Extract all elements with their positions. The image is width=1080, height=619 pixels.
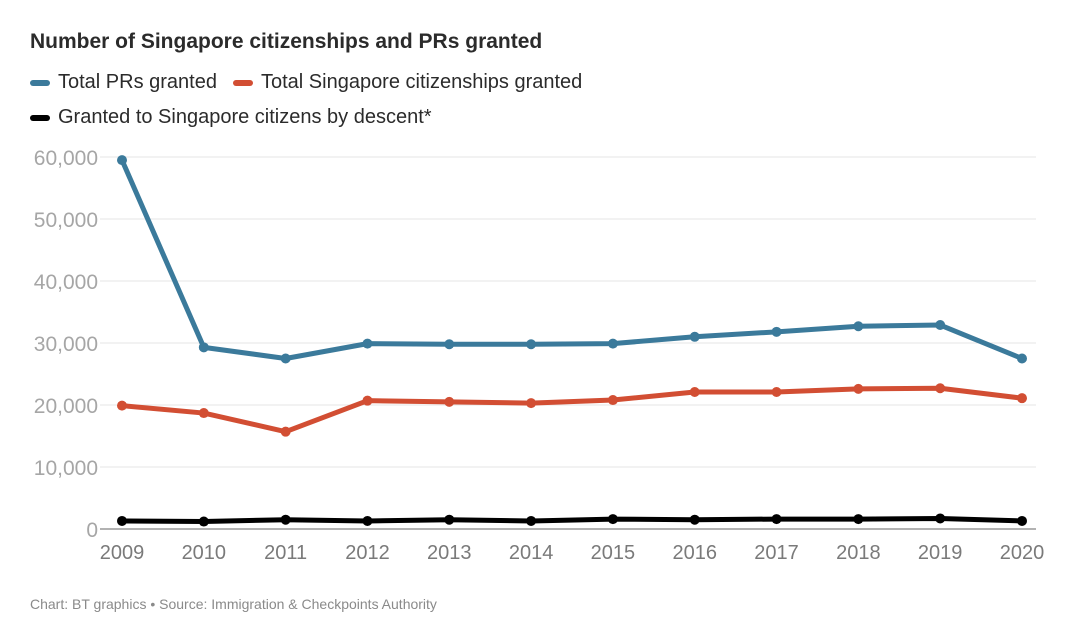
data-point (526, 398, 537, 409)
data-point (117, 515, 127, 526)
x-tick-label: 2014 (509, 542, 554, 564)
data-point (117, 155, 127, 166)
data-point (198, 516, 209, 527)
x-tick-label: 2012 (345, 542, 390, 564)
data-point (935, 320, 946, 331)
y-tick-label: 0 (86, 519, 98, 542)
legend-label-prs: Total PRs granted (58, 71, 217, 93)
legend-swatch-descent (30, 114, 50, 121)
data-point (689, 386, 700, 397)
data-point (280, 514, 291, 525)
legend-label-citizenships: Total Singapore citizenships granted (260, 71, 583, 93)
data-point (198, 342, 209, 353)
x-tick-label: 2009 (100, 542, 145, 564)
x-tick-label: 2013 (427, 542, 472, 564)
data-point (771, 326, 782, 337)
data-point (198, 408, 209, 419)
data-point (689, 514, 700, 525)
data-point (117, 400, 127, 411)
chart-title: Number of Singapore citizenships and PRs… (30, 30, 543, 53)
legend-label-descent: Granted to Singapore citizens by descent… (58, 106, 432, 128)
data-point (526, 515, 537, 526)
legend-row-2: Granted to Singapore citizens by descent… (30, 106, 448, 129)
legend-swatch-citizenships (232, 79, 253, 86)
data-point (607, 395, 618, 406)
y-tick-label: 40,000 (34, 271, 98, 294)
data-point (771, 386, 782, 397)
x-tick-label: 2011 (264, 542, 307, 564)
data-point (526, 339, 537, 350)
x-tick-label: 2020 (1000, 542, 1045, 564)
legend-row-1: Total PRs granted Total Singapore citize… (30, 71, 598, 94)
y-tick-label: 60,000 (34, 147, 98, 170)
data-point (853, 321, 864, 332)
data-point (607, 338, 618, 349)
data-point (444, 514, 455, 525)
x-tick-label: 2018 (836, 542, 881, 564)
y-tick-label: 10,000 (34, 457, 98, 480)
data-point (280, 353, 291, 364)
series-line (119, 515, 1025, 525)
y-tick-label: 20,000 (34, 395, 98, 418)
x-tick-label: 2017 (754, 542, 799, 564)
data-point (853, 383, 864, 394)
legend-item-citizenships: Total Singapore citizenships granted (232, 71, 583, 94)
data-point (362, 515, 373, 526)
data-point (444, 396, 455, 407)
series-line (119, 157, 1025, 361)
data-point (935, 383, 946, 394)
legend-swatch-prs (30, 79, 50, 86)
y-tick-label: 50,000 (34, 209, 98, 232)
x-tick-label: 2015 (591, 542, 636, 564)
data-point (362, 338, 373, 349)
data-point (853, 514, 864, 525)
x-tick-label: 2019 (918, 542, 963, 564)
chart-footer: Chart: BT graphics • Source: Immigration… (30, 596, 437, 612)
x-tick-label: 2010 (182, 542, 227, 564)
y-tick-label: 30,000 (34, 333, 98, 356)
legend-item-descent: Granted to Singapore citizens by descent… (30, 106, 432, 129)
data-point (1017, 353, 1027, 364)
series-line (119, 385, 1025, 435)
data-point (280, 426, 291, 437)
data-point (771, 514, 782, 525)
data-point (1017, 393, 1027, 404)
data-point (1017, 515, 1027, 526)
data-point (607, 514, 618, 525)
data-point (444, 339, 455, 350)
line-chart: 0 10,000 20,000 30,000 40,000 50,000 60,000 200… (34, 147, 1045, 564)
data-point (362, 395, 373, 406)
data-point (935, 513, 946, 524)
legend-item-prs: Total PRs granted (30, 71, 217, 94)
data-point (689, 331, 700, 342)
x-tick-label: 2016 (672, 542, 717, 564)
